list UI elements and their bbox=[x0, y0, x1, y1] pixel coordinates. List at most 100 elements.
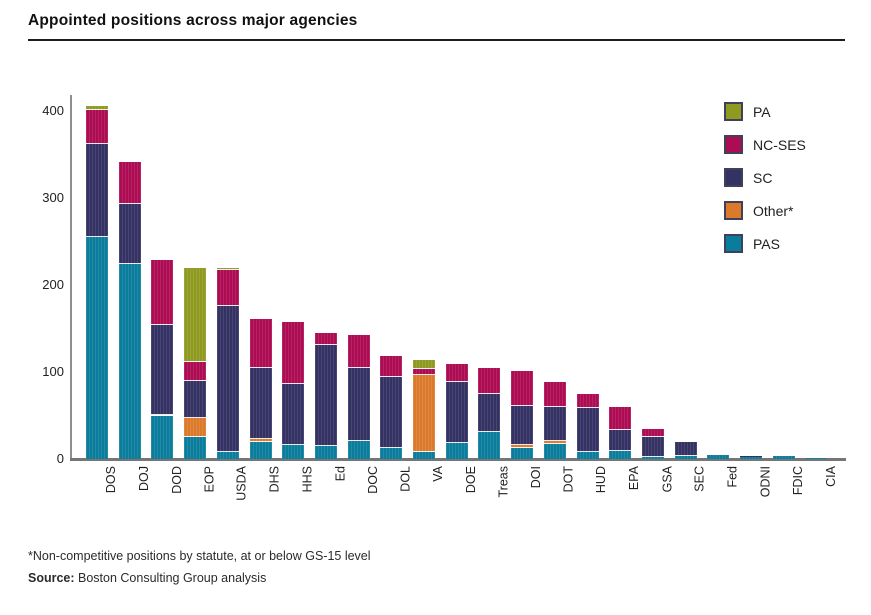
bar-segment-HUD-SC bbox=[576, 407, 599, 453]
bar-segment-DHS-SC bbox=[249, 367, 272, 439]
bar-segment-DOT-PAS bbox=[543, 444, 566, 459]
bar-segment-Treas-SC bbox=[478, 393, 501, 433]
y-tick-label-400: 400 bbox=[42, 103, 64, 118]
y-tick-label-100: 100 bbox=[42, 364, 64, 379]
bar-segment-HHS-PAS bbox=[282, 445, 305, 459]
legend-swatch-icon bbox=[724, 201, 743, 220]
bar-segment-HHS-NC-SES bbox=[282, 321, 305, 385]
bar-segment-DOS-NC-SES bbox=[86, 110, 108, 145]
bar-segment-DOJ-PAS bbox=[118, 264, 141, 459]
x-tick-label-VA: VA bbox=[431, 466, 445, 482]
x-tick-label-HUD: HUD bbox=[594, 466, 609, 494]
bar-segment-EOP-Other* bbox=[184, 418, 207, 438]
source-line: Source: Boston Consulting Group analysis bbox=[28, 571, 266, 585]
bar-segment-DOC-NC-SES bbox=[347, 335, 370, 368]
bar-segment-DOC-SC bbox=[347, 367, 370, 441]
x-tick-label-CIA: CIA bbox=[823, 466, 838, 487]
x-tick-label-EPA: EPA bbox=[627, 466, 642, 491]
legend-swatch-icon bbox=[724, 168, 743, 187]
legend-swatch-icon bbox=[724, 102, 743, 121]
bar-segment-EOP-SC bbox=[184, 380, 207, 419]
bar-segment-DOD-NC-SES bbox=[151, 259, 174, 326]
bar-segment-DOD-PAS bbox=[151, 415, 174, 459]
x-tick-label-GSA: GSA bbox=[659, 466, 674, 493]
x-tick-label-USDA: USDA bbox=[234, 466, 249, 501]
bar-segment-DOT-NC-SES bbox=[543, 382, 566, 407]
bar-segment-Treas-NC-SES bbox=[478, 367, 501, 394]
bar-segment-VA-PAS bbox=[413, 452, 435, 459]
x-tick-label-DOT: DOT bbox=[561, 466, 576, 493]
bar-segment-DOT-SC bbox=[543, 406, 566, 441]
bar-segment-DOL-NC-SES bbox=[380, 356, 403, 378]
x-tick-label-EOP: EOP bbox=[202, 466, 217, 493]
bar-segment-EOP-NC-SES bbox=[184, 361, 207, 381]
x-tick-label-DOC: DOC bbox=[365, 466, 380, 494]
y-tick-label-0: 0 bbox=[56, 451, 64, 466]
bar-segment-HHS-SC bbox=[282, 384, 305, 446]
bar-segment-SEC-SC bbox=[674, 441, 697, 457]
legend-label: Other* bbox=[753, 202, 794, 219]
bar-segment-Fed-PAS bbox=[707, 454, 730, 459]
legend-swatch-icon bbox=[724, 135, 743, 154]
bar-segment-DOS-SC bbox=[86, 144, 108, 238]
bar-segment-DOE-PAS bbox=[445, 443, 468, 459]
bar-segment-USDA-PAS bbox=[216, 452, 239, 459]
x-tick-label-DOI: DOI bbox=[529, 466, 544, 489]
bar-segment-DOS-PAS bbox=[86, 237, 108, 459]
bar-segment-DOD-SC bbox=[151, 325, 174, 416]
chart-legend: PA NC-SES SC Other* PAS bbox=[724, 102, 806, 253]
bar-segment-GSA-SC bbox=[641, 437, 664, 458]
bar-segment-EPA-PAS bbox=[609, 451, 632, 459]
bar-segment-DOI-PAS bbox=[511, 447, 534, 459]
bar-segment-Ed-PAS bbox=[314, 445, 337, 459]
bar-segment-USDA-NC-SES bbox=[216, 270, 239, 306]
y-tick-label-300: 300 bbox=[42, 190, 64, 205]
bar-segment-DHS-PAS bbox=[249, 442, 272, 459]
bar-segment-GSA-NC-SES bbox=[641, 429, 664, 438]
x-tick-label-Fed: Fed bbox=[725, 466, 740, 488]
source-label: Source: bbox=[28, 571, 75, 585]
bar-segment-GSA-PAS bbox=[641, 457, 664, 459]
bar-segment-DOT-Other* bbox=[543, 440, 566, 445]
bar-segment-DOC-PAS bbox=[347, 440, 370, 459]
bar-segment-Treas-PAS bbox=[478, 432, 501, 459]
bar-segment-FDIC-PAS bbox=[772, 456, 795, 459]
bar-segment-DOI-SC bbox=[511, 405, 534, 446]
bar-segment-DOE-NC-SES bbox=[445, 364, 468, 383]
y-axis-line bbox=[70, 95, 72, 460]
legend-swatch-icon bbox=[724, 234, 743, 253]
bar-segment-VA-PA bbox=[413, 359, 435, 369]
title-divider bbox=[28, 39, 845, 41]
bar-segment-DOI-Other* bbox=[511, 445, 534, 448]
x-tick-label-FDIC: FDIC bbox=[790, 466, 805, 496]
footnote: *Non-competitive positions by statute, a… bbox=[28, 549, 371, 563]
bar-segment-DOL-PAS bbox=[380, 447, 403, 459]
bar-segment-ODNI-PAS bbox=[740, 456, 762, 459]
bar-segment-USDA-SC bbox=[216, 305, 239, 453]
bar-segment-EOP-PA bbox=[184, 267, 207, 362]
x-tick-label-DOS: DOS bbox=[104, 466, 118, 494]
bar-segment-DOS-PA bbox=[86, 105, 108, 111]
legend-label: NC-SES bbox=[753, 136, 806, 153]
bar-segment-CIA-PAS bbox=[805, 458, 828, 459]
bar-segment-SEC-PAS bbox=[674, 456, 697, 459]
x-tick-label-HHS: HHS bbox=[300, 466, 315, 493]
legend-item-PA: PA bbox=[724, 102, 806, 121]
legend-item-SC: SC bbox=[724, 168, 806, 187]
legend-item-PAS: PAS bbox=[724, 234, 806, 253]
bar-segment-EPA-NC-SES bbox=[609, 406, 632, 431]
x-tick-label-DOD: DOD bbox=[169, 466, 184, 494]
legend-item-NC-SES: NC-SES bbox=[724, 135, 806, 154]
legend-label: PAS bbox=[753, 235, 780, 252]
bar-segment-Ed-NC-SES bbox=[314, 332, 337, 346]
bar-segment-DOE-SC bbox=[445, 382, 468, 444]
x-tick-label-DOL: DOL bbox=[398, 466, 413, 492]
bar-segment-VA-Other* bbox=[413, 375, 435, 453]
x-tick-label-DOJ: DOJ bbox=[136, 466, 151, 491]
bar-segment-DHS-Other* bbox=[249, 438, 272, 443]
bar-segment-HUD-NC-SES bbox=[576, 393, 599, 408]
bar-segment-ODNI-SC bbox=[740, 455, 762, 457]
bar-segment-Ed-SC bbox=[314, 345, 337, 446]
bar-segment-DHS-NC-SES bbox=[249, 318, 272, 368]
bar-segment-USDA-PA bbox=[216, 268, 239, 271]
